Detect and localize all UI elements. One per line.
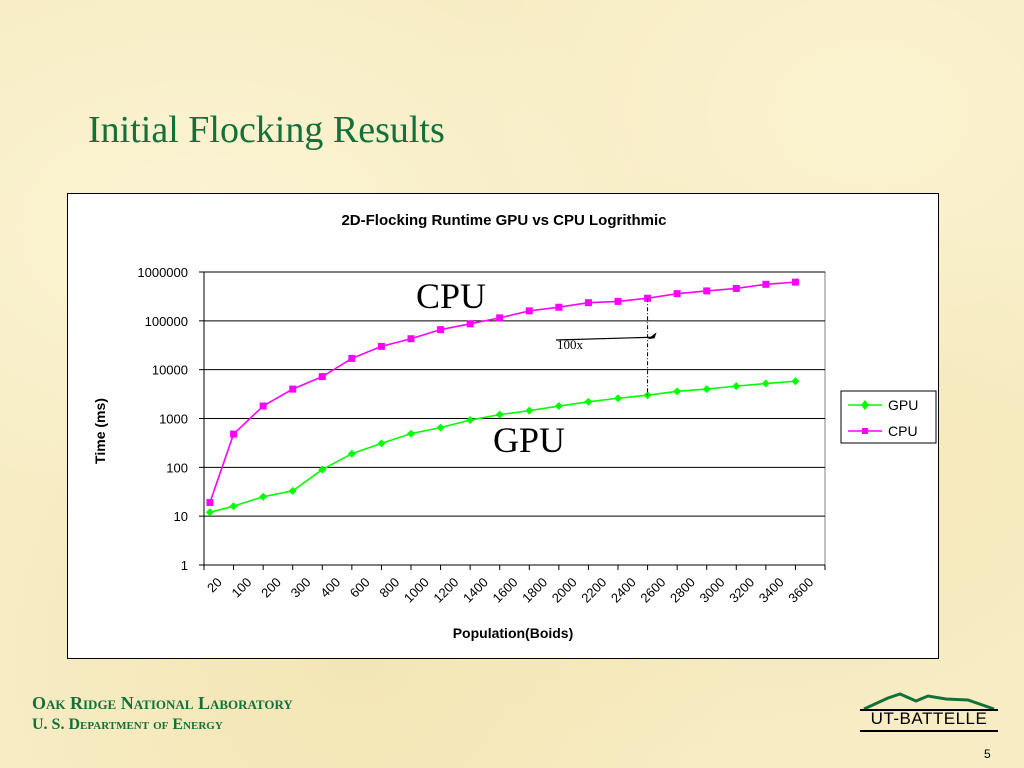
- gpu-data-point: [205, 508, 214, 517]
- gpu-data-point: [761, 379, 770, 388]
- gpu-data-point: [377, 439, 386, 448]
- cpu-data-point: [466, 320, 474, 328]
- x-tick-label: 1800: [519, 575, 550, 606]
- footer-organization: Oak Ridge National Laboratory U. S. Depa…: [32, 692, 293, 736]
- legend-box: [840, 390, 937, 444]
- x-tick-label: 2800: [667, 575, 698, 606]
- gpu-data-point: [288, 486, 297, 495]
- y-tick-label: 10000: [152, 363, 188, 378]
- mountain-logo-icon: [863, 692, 995, 710]
- cpu-data-point: [525, 307, 533, 315]
- y-tick-label: 100: [166, 460, 188, 475]
- cpu-data-point: [791, 278, 799, 286]
- logo-text: UT-BATTELLE: [870, 709, 988, 728]
- x-tick-label: 1400: [460, 575, 491, 606]
- footer-lab-name: Oak Ridge National Laboratory: [32, 693, 293, 713]
- cpu-data-point: [496, 314, 504, 322]
- gpu-series-annotation: GPU: [493, 420, 565, 460]
- callout-arrow-line: [555, 336, 652, 341]
- legend-cpu-label: CPU: [888, 423, 918, 439]
- logo-bottom-rule: [860, 730, 998, 732]
- x-tick-label: 1000: [401, 575, 432, 606]
- cpu-data-point: [555, 303, 563, 311]
- y-tick-label: 100000: [145, 314, 188, 329]
- x-tick-label: 200: [258, 575, 284, 601]
- x-tick-label: 100: [229, 575, 255, 601]
- x-tick-label: 3600: [785, 575, 816, 606]
- legend-gpu-label: GPU: [888, 397, 918, 413]
- cpu-data-point: [673, 290, 681, 298]
- ut-battelle-logo: UT-BATTELLE: [858, 690, 1000, 736]
- gpu-data-point: [466, 416, 475, 425]
- y-tick-label: 1000000: [137, 265, 188, 280]
- gap-callout-label: 100x: [557, 337, 584, 352]
- cpu-data-point: [407, 335, 415, 343]
- flocking-runtime-chart: 2D-Flocking Runtime GPU vs CPU Logrithmi…: [92, 212, 937, 641]
- gpu-data-point: [584, 397, 593, 406]
- gpu-data-point: [318, 465, 327, 474]
- legend-gpu-marker: [861, 400, 869, 410]
- gpu-data-point: [673, 387, 682, 396]
- cpu-data-point: [230, 430, 238, 438]
- footer-department: U. S. Department of Energy: [32, 716, 223, 733]
- legend-cpu-marker: [862, 428, 868, 434]
- x-tick-label: 600: [347, 575, 373, 601]
- gpu-data-point: [229, 502, 238, 511]
- gpu-data-point: [525, 406, 534, 415]
- chart-title: 2D-Flocking Runtime GPU vs CPU Logrithmi…: [341, 212, 666, 229]
- x-tick-label: 2600: [637, 575, 668, 606]
- cpu-data-point: [318, 373, 326, 381]
- chart-frame: 2D-Flocking Runtime GPU vs CPU Logrithmi…: [67, 193, 939, 659]
- cpu-data-point: [584, 299, 592, 307]
- cpu-data-point: [206, 499, 214, 507]
- x-tick-label: 2400: [608, 575, 639, 606]
- y-axis-title: Time (ms): [92, 398, 108, 464]
- gpu-data-point: [347, 449, 356, 458]
- y-tick-label: 1000: [159, 412, 188, 427]
- slide-title: Initial Flocking Results: [88, 109, 445, 151]
- x-tick-label: 800: [376, 575, 402, 601]
- gpu-data-point: [614, 394, 622, 403]
- cpu-data-point: [614, 297, 622, 305]
- cpu-series-annotation: CPU: [416, 276, 486, 316]
- x-tick-label: 1600: [490, 575, 521, 606]
- callout-arrowhead: [647, 332, 657, 340]
- cpu-data-point: [259, 402, 267, 410]
- y-tick-label: 1: [181, 558, 188, 573]
- x-axis-title: Population(Boids): [453, 625, 574, 641]
- cpu-data-point: [762, 280, 770, 288]
- gpu-data-point: [791, 377, 800, 386]
- cpu-data-point: [289, 385, 297, 393]
- cpu-data-point: [732, 284, 740, 292]
- cpu-data-point: [348, 354, 356, 362]
- gpu-data-point: [407, 429, 415, 438]
- cpu-data-point: [437, 326, 445, 334]
- gpu-data-point: [702, 385, 711, 394]
- x-tick-label: 1200: [430, 575, 461, 606]
- cpu-data-point: [377, 342, 385, 350]
- x-tick-label: 3400: [756, 575, 787, 606]
- x-tick-label: 2000: [549, 575, 580, 606]
- gpu-data-point: [732, 382, 741, 391]
- x-tick-label: 400: [317, 575, 343, 601]
- y-tick-label: 10: [174, 509, 188, 524]
- cpu-data-point: [703, 287, 711, 295]
- chart-legend: GPU CPU: [840, 390, 937, 444]
- gpu-data-point: [436, 423, 445, 432]
- x-tick-label: 3200: [726, 575, 757, 606]
- gpu-data-point: [554, 402, 563, 411]
- x-tick-label: 300: [288, 575, 314, 601]
- x-tick-label: 20: [204, 575, 225, 596]
- gpu-data-point: [259, 492, 268, 501]
- page-number: 5: [984, 747, 991, 761]
- gpu-data-point: [495, 410, 504, 419]
- x-tick-label: 2200: [578, 575, 609, 606]
- logo-top-rule: [860, 709, 998, 711]
- x-tick-label: 3000: [697, 575, 728, 606]
